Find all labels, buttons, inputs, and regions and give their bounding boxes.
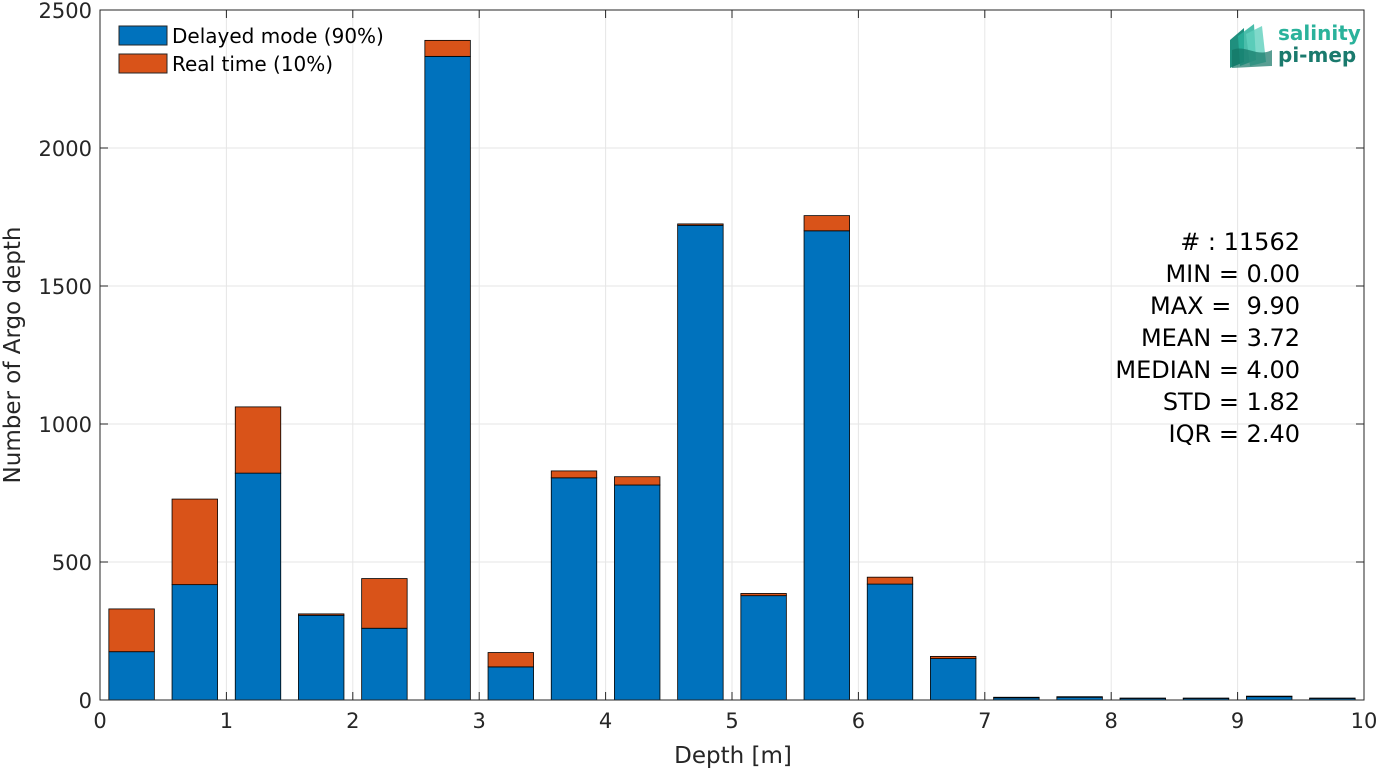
bar-real-time <box>614 476 661 486</box>
bars-layer <box>108 39 1356 701</box>
x-tick-label: 7 <box>978 709 991 733</box>
x-tick-label: 1 <box>220 709 233 733</box>
bar-delayed-mode <box>614 484 661 701</box>
bar-real-time <box>487 652 534 668</box>
statistics-annotation: # : 11562 MIN = 0.00 MAX = 9.90 MEAN = 3… <box>1115 228 1300 448</box>
bar-real-time <box>234 406 282 474</box>
y-tick-label: 1000 <box>39 413 92 437</box>
bar-real-time <box>1056 696 1103 698</box>
bar-real-time <box>171 498 218 586</box>
x-tick-label: 10 <box>1351 709 1378 733</box>
x-tick-label: 5 <box>725 709 738 733</box>
x-tick-label: 3 <box>473 709 486 733</box>
bar-real-time <box>803 215 850 232</box>
bar-real-time <box>361 578 408 629</box>
y-tick-label: 500 <box>52 551 92 575</box>
stat-min: MIN = 0.00 <box>1165 260 1300 288</box>
stat-max: MAX = 9.90 <box>1150 292 1300 320</box>
logo-text-salinity: salinity <box>1278 21 1361 45</box>
stat-median: MEDIAN = 4.00 <box>1115 356 1300 384</box>
bar-delayed-mode <box>234 472 282 701</box>
axis-ticks: 0 1 2 3 4 5 6 7 8 9 10 0 500 1000 1500 2000 2500 <box>39 0 1378 733</box>
bar-real-time <box>740 593 787 597</box>
legend-swatch-delayed <box>118 25 168 46</box>
bar-real-time <box>108 608 155 653</box>
bar-delayed-mode <box>298 614 345 701</box>
x-tick-label: 8 <box>1105 709 1118 733</box>
legend-label-realtime: Real time (10%) <box>172 52 333 76</box>
y-tick-label: 1500 <box>39 275 92 299</box>
x-tick-label: 4 <box>599 709 612 733</box>
bar-real-time <box>993 696 1040 699</box>
bar-delayed-mode <box>866 583 914 701</box>
bar-delayed-mode <box>171 584 218 701</box>
bar-delayed-mode <box>740 595 787 701</box>
stat-iqr: IQR = 2.40 <box>1169 420 1300 448</box>
legend-swatch-realtime <box>118 53 168 74</box>
bar-delayed-mode <box>930 658 977 701</box>
bar-delayed-mode <box>424 55 471 701</box>
x-tick-label: 0 <box>93 709 106 733</box>
stat-count: # : 11562 <box>1180 228 1300 256</box>
y-axis-label: Number of Argo depth <box>0 227 26 484</box>
bar-delayed-mode <box>550 477 598 701</box>
y-tick-label: 2500 <box>39 0 92 23</box>
bar-delayed-mode <box>677 224 724 701</box>
x-tick-label: 6 <box>852 709 865 733</box>
y-tick-label: 0 <box>79 689 92 713</box>
bar-real-time <box>866 576 914 585</box>
bar-delayed-mode <box>361 627 408 701</box>
stat-std: STD = 1.82 <box>1163 388 1300 416</box>
bar-real-time <box>298 613 345 616</box>
bar-real-time <box>930 655 977 660</box>
logo-text-pi-mep: pi-mep <box>1278 43 1356 67</box>
bar-delayed-mode <box>803 230 850 701</box>
logo-waves-icon <box>1230 24 1272 68</box>
legend-label-delayed: Delayed mode (90%) <box>172 24 384 48</box>
x-tick-label: 9 <box>1231 709 1244 733</box>
salinity-pi-mep-logo: salinity pi-mep <box>1230 21 1361 68</box>
bar-real-time <box>550 470 598 479</box>
x-axis-label: Depth [m] <box>674 743 792 769</box>
x-tick-label: 2 <box>346 709 359 733</box>
y-tick-label: 2000 <box>39 137 92 161</box>
bar-real-time <box>677 223 724 226</box>
bar-real-time <box>1246 695 1293 698</box>
bar-delayed-mode <box>487 666 534 701</box>
bar-real-time <box>424 39 471 57</box>
bar-delayed-mode <box>108 651 155 701</box>
stat-mean: MEAN = 3.72 <box>1141 324 1300 352</box>
legend: Delayed mode (90%) Real time (10%) <box>118 24 384 76</box>
